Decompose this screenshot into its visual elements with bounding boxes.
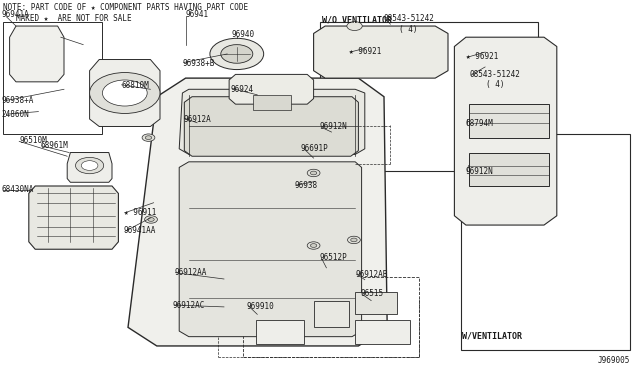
Circle shape	[307, 242, 320, 249]
Bar	[243, 277, 419, 357]
Text: ( 4): ( 4)	[399, 25, 418, 34]
Bar	[253, 95, 291, 110]
Bar	[461, 134, 630, 350]
Text: 96912N: 96912N	[320, 122, 348, 131]
Circle shape	[145, 136, 152, 140]
Circle shape	[145, 216, 157, 223]
Text: ★ 96921: ★ 96921	[349, 47, 381, 56]
Polygon shape	[469, 104, 549, 138]
Circle shape	[221, 45, 253, 63]
Circle shape	[310, 171, 317, 175]
Text: W/O VENTILATOR: W/O VENTILATOR	[322, 16, 392, 25]
Polygon shape	[184, 97, 358, 156]
Text: W/VENTILATOR: W/VENTILATOR	[462, 331, 522, 340]
Polygon shape	[128, 78, 387, 346]
Polygon shape	[67, 153, 112, 182]
Text: 96912AC: 96912AC	[173, 301, 205, 310]
Polygon shape	[454, 37, 557, 225]
Text: 96515: 96515	[360, 289, 383, 298]
Text: 08543-51242: 08543-51242	[469, 70, 520, 79]
Circle shape	[348, 236, 360, 244]
Text: 96941A: 96941A	[2, 10, 29, 19]
Text: 24860N: 24860N	[2, 110, 29, 119]
Circle shape	[90, 73, 160, 113]
Text: 96941AA: 96941AA	[124, 226, 156, 235]
Bar	[250, 93, 294, 112]
Text: 68810M: 68810M	[122, 81, 149, 90]
Text: 96938+B: 96938+B	[182, 59, 215, 68]
Text: 96941: 96941	[186, 10, 209, 19]
Circle shape	[351, 238, 357, 242]
Text: 96512P: 96512P	[320, 253, 348, 262]
Text: NOTE: PART CODE OF ★ COMPONENT PARTS HAVING PART CODE: NOTE: PART CODE OF ★ COMPONENT PARTS HAV…	[3, 3, 248, 12]
Circle shape	[210, 38, 264, 70]
Text: 96912AB: 96912AB	[355, 270, 388, 279]
Polygon shape	[314, 26, 448, 78]
Text: ★ 96911: ★ 96911	[124, 208, 156, 217]
Text: 08543-51242: 08543-51242	[384, 14, 435, 23]
Text: MAKED ★  ARE NOT FOR SALE: MAKED ★ ARE NOT FOR SALE	[16, 14, 132, 23]
Text: 96912A: 96912A	[183, 115, 211, 124]
Polygon shape	[90, 60, 160, 126]
Text: 68794M: 68794M	[466, 119, 493, 128]
Polygon shape	[229, 74, 314, 104]
Circle shape	[307, 169, 320, 177]
Bar	[3, 22, 102, 134]
Text: 96510M: 96510M	[19, 136, 47, 145]
Polygon shape	[29, 186, 118, 249]
Text: 68961M: 68961M	[40, 141, 68, 150]
Text: 96691P: 96691P	[301, 144, 328, 153]
Bar	[355, 292, 397, 314]
Polygon shape	[179, 89, 365, 154]
Text: 68430NA: 68430NA	[2, 185, 35, 194]
Bar	[256, 320, 304, 344]
Text: ( 4): ( 4)	[486, 80, 505, 89]
Bar	[320, 22, 538, 171]
Text: 96912AA: 96912AA	[174, 268, 207, 277]
Polygon shape	[179, 162, 362, 337]
Circle shape	[148, 218, 154, 221]
Circle shape	[347, 22, 362, 31]
Circle shape	[76, 157, 104, 174]
Text: 96924: 96924	[230, 85, 253, 94]
Text: J969005: J969005	[598, 356, 630, 365]
Text: ★ 96921: ★ 96921	[466, 52, 499, 61]
Bar	[314, 301, 349, 327]
Text: 96938+A: 96938+A	[2, 96, 35, 105]
Bar	[355, 320, 410, 344]
Circle shape	[81, 161, 98, 170]
Text: 969910: 969910	[246, 302, 274, 311]
Circle shape	[102, 80, 147, 106]
Text: 96938: 96938	[294, 182, 317, 190]
Polygon shape	[469, 153, 549, 186]
Circle shape	[310, 244, 317, 247]
Circle shape	[142, 134, 155, 141]
Text: 96912N: 96912N	[466, 167, 493, 176]
Text: 96940: 96940	[232, 31, 255, 39]
Polygon shape	[10, 26, 64, 82]
